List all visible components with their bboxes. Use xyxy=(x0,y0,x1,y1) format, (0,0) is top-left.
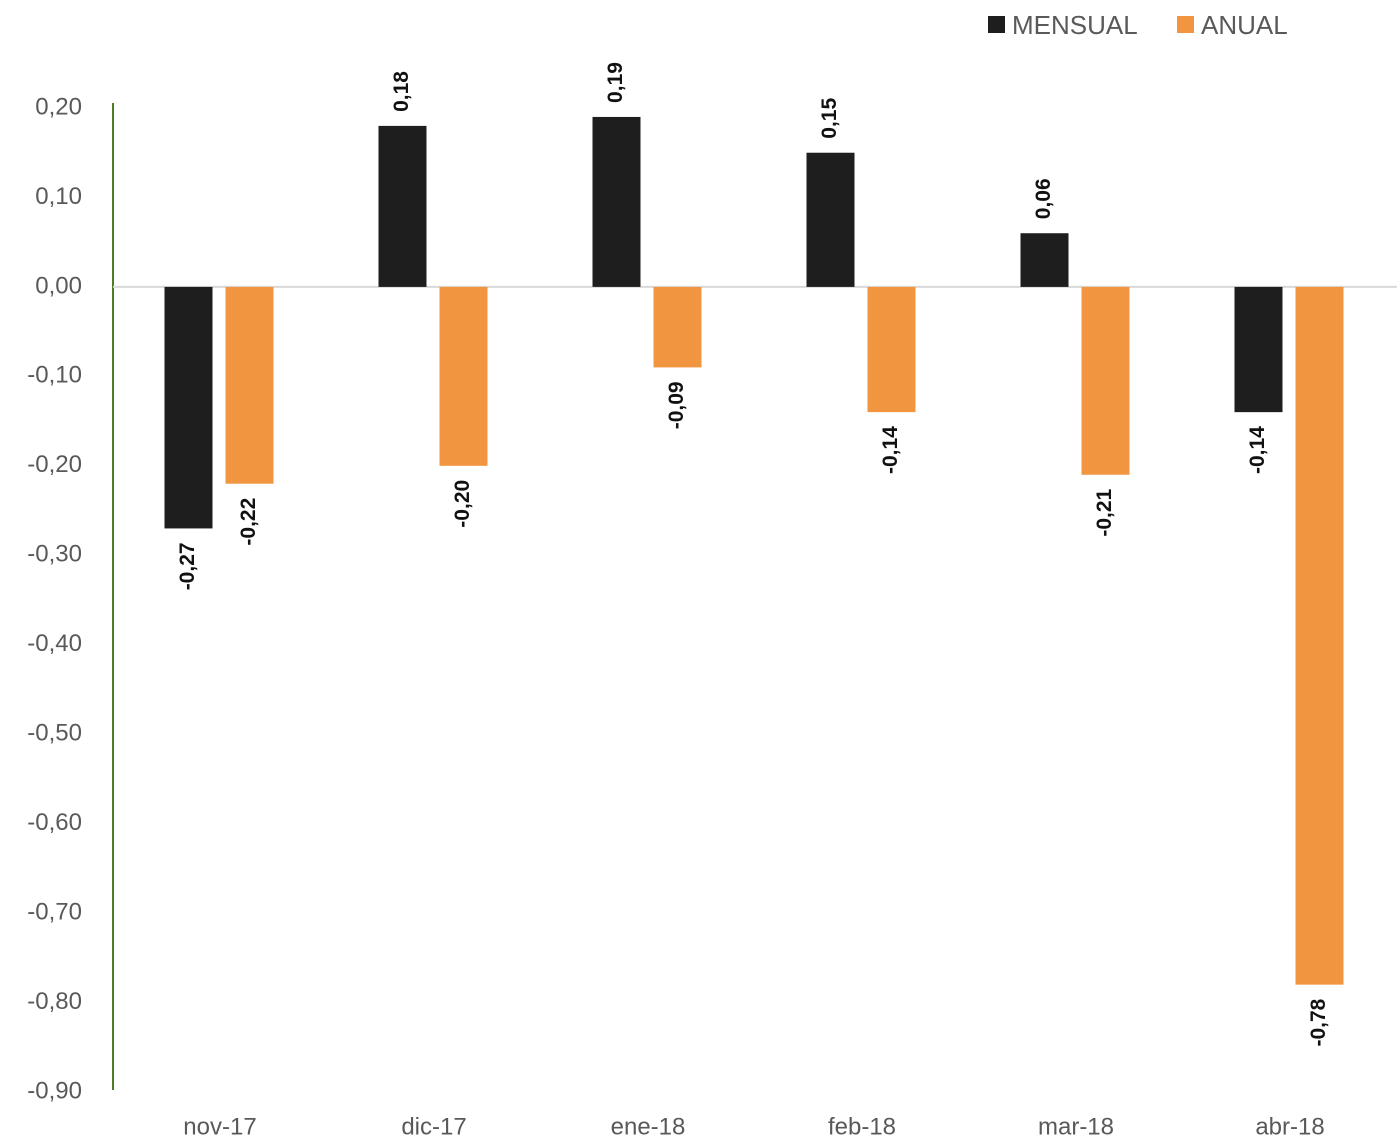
bar xyxy=(592,116,641,287)
y-tick-label: -0,40 xyxy=(27,630,82,657)
bar xyxy=(1081,286,1130,475)
value-label: -0,22 xyxy=(237,498,260,546)
legend-swatch xyxy=(1177,16,1194,33)
bar xyxy=(225,286,274,484)
y-tick-label: 0,10 xyxy=(35,183,82,210)
value-label: -0,78 xyxy=(1307,998,1330,1046)
legend-label: ANUAL xyxy=(1201,10,1288,40)
bar xyxy=(1020,233,1069,287)
value-label: 0,18 xyxy=(390,71,413,112)
x-tick-label: mar-18 xyxy=(1038,1113,1114,1140)
bar xyxy=(164,286,213,529)
bar xyxy=(378,125,427,287)
value-label: 0,15 xyxy=(818,98,841,139)
y-tick-label: -0,10 xyxy=(27,362,82,389)
y-tick-label: -0,80 xyxy=(27,988,82,1015)
bar xyxy=(439,286,488,466)
bar xyxy=(1295,286,1344,985)
bar xyxy=(867,286,916,413)
value-label: 0,19 xyxy=(604,62,627,103)
x-tick-label: feb-18 xyxy=(828,1113,896,1140)
value-label: -0,14 xyxy=(1246,426,1269,474)
y-tick-label: -0,60 xyxy=(27,809,82,836)
value-label: -0,09 xyxy=(665,381,688,429)
y-tick-label: -0,30 xyxy=(27,541,82,568)
value-label: -0,20 xyxy=(451,480,474,528)
value-label: 0,06 xyxy=(1032,178,1055,219)
x-tick-label: dic-17 xyxy=(401,1113,466,1140)
y-tick-label: -0,50 xyxy=(27,720,82,747)
y-tick-label: -0,90 xyxy=(27,1077,82,1104)
value-label: -0,14 xyxy=(879,426,902,474)
x-tick-label: ene-18 xyxy=(611,1113,686,1140)
value-label: -0,21 xyxy=(1093,488,1116,536)
y-tick-label: 0,00 xyxy=(35,272,82,299)
bar xyxy=(1234,286,1283,413)
value-label: -0,27 xyxy=(176,542,199,590)
y-tick-label: -0,20 xyxy=(27,451,82,478)
bar xyxy=(806,152,855,287)
bar xyxy=(653,286,702,368)
x-tick-label: nov-17 xyxy=(183,1113,256,1140)
legend-swatch xyxy=(988,16,1005,33)
y-tick-label: -0,70 xyxy=(27,898,82,925)
legend-label: MENSUAL xyxy=(1012,10,1138,40)
x-tick-label: abr-18 xyxy=(1255,1113,1324,1140)
y-tick-label: 0,20 xyxy=(35,93,82,120)
